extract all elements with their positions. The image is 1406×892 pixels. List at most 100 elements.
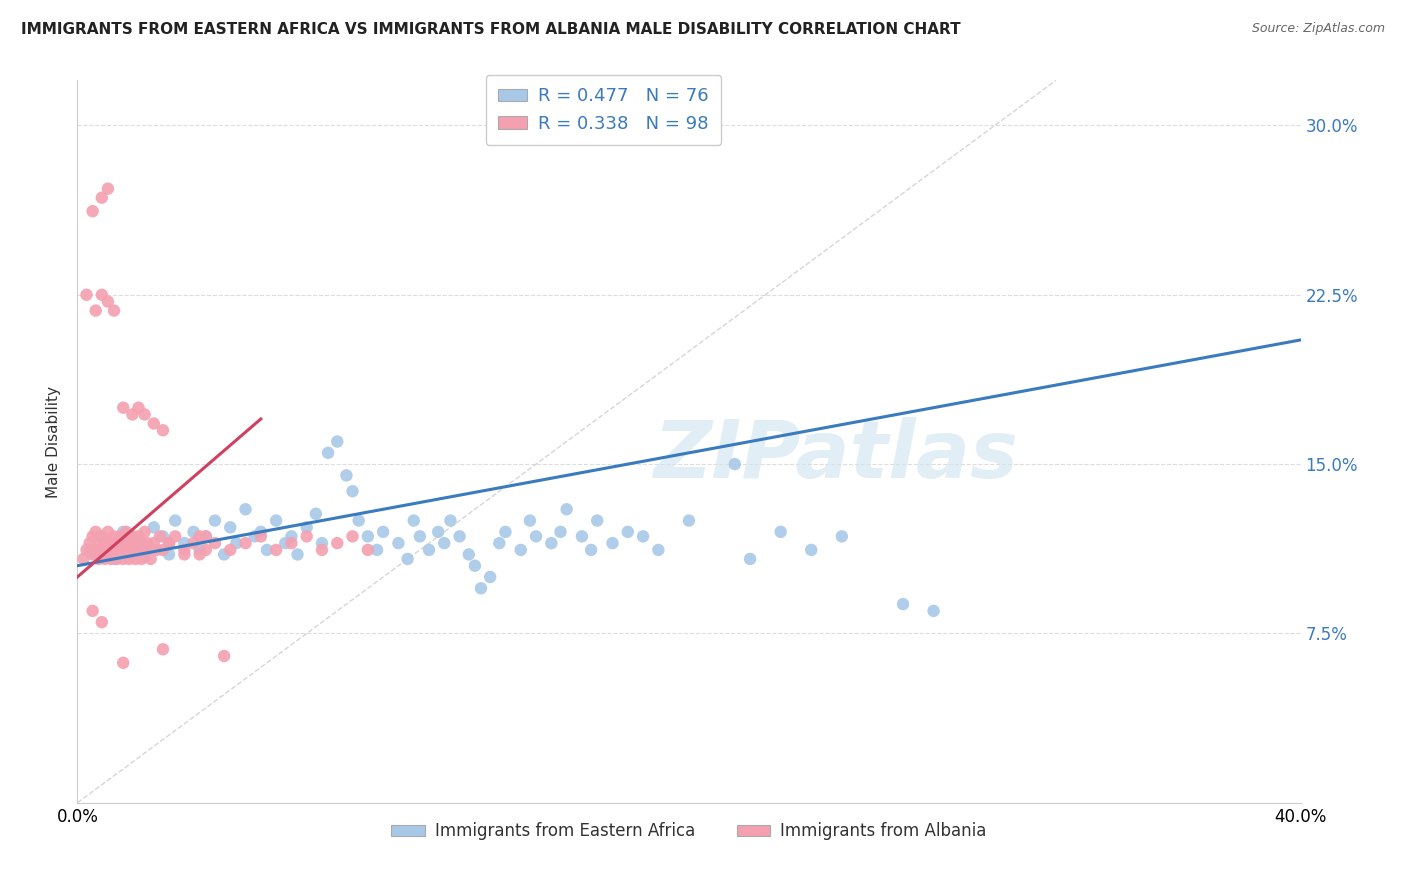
Point	[891, 597, 914, 611]
Point	[586, 514, 609, 528]
Point	[540, 536, 562, 550]
Point	[409, 529, 432, 543]
Point	[118, 552, 141, 566]
Point	[311, 542, 333, 557]
Point	[617, 524, 640, 539]
Point	[287, 548, 309, 562]
Point	[142, 417, 165, 431]
Point	[146, 542, 169, 557]
Point	[165, 529, 187, 543]
Point	[103, 542, 125, 557]
Point	[769, 524, 792, 539]
Point	[76, 542, 98, 557]
Point	[342, 529, 364, 543]
Point	[112, 656, 135, 670]
Point	[173, 542, 195, 557]
Point	[82, 204, 104, 219]
Point	[204, 536, 226, 550]
Point	[550, 524, 572, 539]
Legend: Immigrants from Eastern Africa, Immigrants from Albania: Immigrants from Eastern Africa, Immigran…	[382, 814, 995, 848]
Point	[571, 529, 593, 543]
Point	[402, 514, 425, 528]
Point	[256, 542, 278, 557]
Point	[509, 542, 531, 557]
Point	[90, 529, 112, 543]
Point	[84, 542, 107, 557]
Point	[342, 484, 364, 499]
Point	[326, 434, 349, 449]
Point	[439, 514, 461, 528]
Point	[579, 542, 602, 557]
Point	[103, 552, 125, 566]
Point	[87, 552, 110, 566]
Point	[149, 529, 172, 543]
Point	[84, 548, 107, 562]
Point	[90, 529, 112, 543]
Point	[124, 536, 146, 550]
Point	[219, 542, 242, 557]
Point	[225, 536, 247, 550]
Point	[82, 529, 104, 543]
Point	[188, 542, 211, 557]
Point	[457, 548, 479, 562]
Point	[134, 542, 156, 557]
Point	[647, 542, 669, 557]
Point	[280, 529, 302, 543]
Point	[94, 536, 117, 550]
Point	[188, 529, 211, 543]
Point	[134, 542, 156, 557]
Point	[103, 303, 125, 318]
Point	[112, 536, 135, 550]
Point	[131, 552, 153, 566]
Point	[90, 542, 112, 557]
Point	[105, 552, 128, 566]
Point	[678, 514, 700, 528]
Point	[108, 529, 131, 543]
Point	[82, 604, 104, 618]
Point	[250, 524, 273, 539]
Point	[326, 536, 349, 550]
Point	[188, 548, 211, 562]
Point	[79, 536, 101, 550]
Point	[519, 514, 541, 528]
Point	[121, 408, 143, 422]
Point	[134, 408, 156, 422]
Point	[134, 549, 156, 564]
Point	[90, 287, 112, 301]
Point	[115, 524, 138, 539]
Point	[100, 536, 122, 550]
Point	[97, 536, 120, 550]
Point	[470, 582, 492, 596]
Point	[295, 529, 318, 543]
Point	[311, 536, 333, 550]
Point	[152, 529, 174, 543]
Point	[152, 423, 174, 437]
Point	[127, 533, 149, 548]
Point	[173, 548, 195, 562]
Point	[831, 529, 853, 543]
Point	[142, 520, 165, 534]
Point	[212, 548, 235, 562]
Point	[121, 529, 143, 543]
Point	[524, 529, 547, 543]
Point	[97, 524, 120, 539]
Point	[194, 529, 217, 543]
Point	[371, 524, 394, 539]
Point	[357, 542, 380, 557]
Point	[366, 542, 388, 557]
Point	[204, 514, 226, 528]
Text: Source: ZipAtlas.com: Source: ZipAtlas.com	[1251, 22, 1385, 36]
Point	[152, 642, 174, 657]
Point	[165, 514, 187, 528]
Point	[396, 552, 419, 566]
Point	[121, 542, 143, 557]
Point	[112, 524, 135, 539]
Text: IMMIGRANTS FROM EASTERN AFRICA VS IMMIGRANTS FROM ALBANIA MALE DISABILITY CORREL: IMMIGRANTS FROM EASTERN AFRICA VS IMMIGR…	[21, 22, 960, 37]
Point	[464, 558, 486, 573]
Point	[84, 303, 107, 318]
Point	[97, 294, 120, 309]
Point	[118, 536, 141, 550]
Point	[235, 502, 257, 516]
Y-axis label: Male Disability: Male Disability	[46, 385, 62, 498]
Point	[97, 542, 120, 557]
